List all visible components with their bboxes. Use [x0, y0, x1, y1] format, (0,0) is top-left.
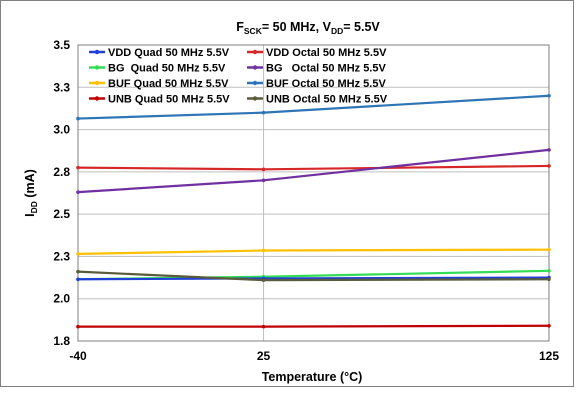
legend-item: BG Quad 50 MHz 5.5V — [89, 63, 226, 75]
x-tick-label: 125 — [539, 349, 559, 363]
series-line — [78, 326, 549, 327]
legend: VDD Quad 50 MHz 5.5V VDD Octal 50 MHz 5.5… — [89, 47, 388, 106]
data-point — [262, 249, 266, 253]
x-tick-label: 25 — [257, 349, 271, 363]
data-point — [547, 277, 551, 281]
data-point — [262, 111, 266, 115]
data-point — [547, 164, 551, 168]
legend-label: UNB Octal 50 MHz 5.5V — [266, 94, 388, 106]
title-mid: = 50 MHz, V — [262, 20, 332, 34]
data-point — [76, 325, 80, 329]
ylabel-unit: (mA) — [23, 169, 37, 201]
x-tick-label: -40 — [69, 349, 87, 363]
y-tick-label: 1.8 — [53, 334, 70, 348]
y-tick-label: 2.0 — [53, 292, 70, 306]
legend-label: BG Quad 50 MHz 5.5V — [108, 63, 226, 75]
legend-item: BUF Octal 50 MHz 5.5V — [247, 78, 386, 90]
legend-marker — [253, 65, 257, 69]
data-point — [547, 324, 551, 328]
legend-item: UNB Quad 50 MHz 5.5V — [89, 94, 230, 106]
data-point — [262, 179, 266, 183]
y-tick-label: 2.3 — [53, 249, 70, 263]
title-end: = 5.5V — [343, 20, 380, 34]
legend-marker — [95, 96, 99, 100]
series-line — [78, 150, 549, 192]
y-axis-label: IDD (mA) — [23, 169, 39, 217]
data-point — [262, 168, 266, 172]
legend-item: VDD Octal 50 MHz 5.5V — [247, 47, 387, 59]
legend-label: VDD Octal 50 MHz 5.5V — [266, 47, 387, 59]
legend-item: UNB Octal 50 MHz 5.5V — [247, 94, 388, 106]
y-tick-label: 3.0 — [53, 123, 70, 137]
x-axis-label: Temperature (°C) — [262, 370, 363, 384]
legend-item: BG Octal 50 MHz 5.5V — [247, 63, 386, 75]
data-point — [76, 190, 80, 194]
legend-label: BUF Octal 50 MHz 5.5V — [266, 78, 386, 90]
data-point — [547, 269, 551, 273]
legend-label: VDD Quad 50 MHz 5.5V — [108, 47, 230, 59]
data-point — [547, 248, 551, 252]
y-tick-label: 2.8 — [53, 165, 70, 179]
y-tick-label: 3.3 — [53, 80, 70, 94]
data-point — [547, 148, 551, 152]
legend-label: BG Octal 50 MHz 5.5V — [266, 63, 386, 75]
legend-marker — [95, 81, 99, 85]
title-f-sub: SCK — [244, 26, 263, 36]
legend-item: BUF Quad 50 MHz 5.5V — [89, 78, 229, 90]
title-v-sub: DD — [331, 26, 343, 36]
y-tick-label: 3.5 — [53, 38, 70, 52]
legend-item: VDD Quad 50 MHz 5.5V — [89, 47, 230, 59]
legend-marker — [253, 96, 257, 100]
data-point — [76, 117, 80, 121]
legend-marker — [95, 50, 99, 54]
legend-marker — [95, 65, 99, 69]
data-point — [76, 252, 80, 256]
legend-label: BUF Quad 50 MHz 5.5V — [108, 78, 229, 90]
legend-marker — [253, 50, 257, 54]
data-point — [547, 94, 551, 98]
y-tick-label: 2.5 — [53, 207, 70, 221]
chart-title: FSCK= 50 MHz, VDD= 5.5V — [236, 20, 380, 36]
data-point — [76, 277, 80, 281]
data-point — [262, 278, 266, 282]
series-line — [78, 250, 549, 254]
data-point — [76, 166, 80, 170]
data-point — [262, 325, 266, 329]
legend-marker — [253, 81, 257, 85]
legend-label: UNB Quad 50 MHz 5.5V — [108, 94, 230, 106]
data-point — [76, 270, 80, 274]
series-line — [78, 166, 549, 169]
ylabel-i-sub: DD — [29, 201, 39, 213]
